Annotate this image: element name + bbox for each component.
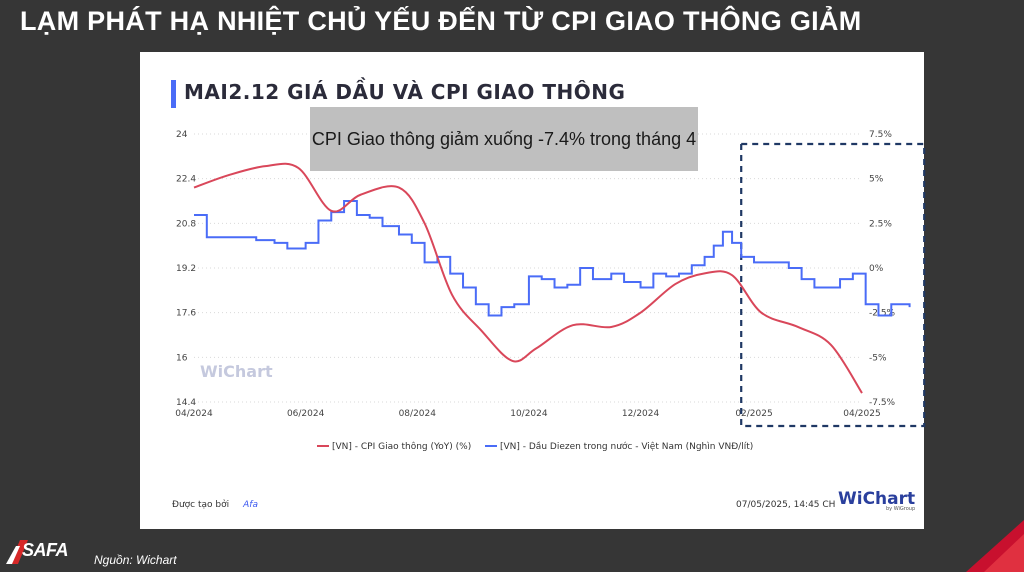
wichart-watermark: WiChart <box>200 362 273 381</box>
y-right-tick-label: -2.5% <box>869 309 896 319</box>
source-note: Nguồn: Wichart <box>94 553 177 567</box>
wichart-logo-sub: by WiGroup <box>885 506 916 512</box>
created-by-brand[interactable]: Afa <box>243 500 258 510</box>
y-left-tick-label: 17.6 <box>176 309 196 319</box>
y-right-tick-label: 0% <box>869 264 884 274</box>
y-left-tick-label: 14.4 <box>176 398 196 408</box>
x-tick-label: 04/2024 <box>175 409 213 419</box>
y-left-tick-label: 20.8 <box>176 219 196 229</box>
chart-title-bar <box>171 80 176 108</box>
legend-label-diesel: [VN] - Dầu Diezen trong nước - Việt Nam … <box>500 441 753 452</box>
legend-label-cpi: [VN] - CPI Giao thông (YoY) (%) <box>332 441 471 452</box>
wichart-logo: WiChart by WiGroup <box>838 489 915 512</box>
created-by-label: Được tạo bởi <box>172 500 230 510</box>
legend: [VN] - CPI Giao thông (YoY) (%) [VN] - D… <box>317 441 753 452</box>
x-tick-label: 04/2025 <box>843 409 880 419</box>
slide-title: LẠM PHÁT HẠ NHIỆT CHỦ YẾU ĐẾN TỪ CPI GIA… <box>20 6 862 36</box>
wichart-logo-text: WiChart <box>838 489 916 509</box>
x-tick-label: 10/2024 <box>510 409 548 419</box>
y-left-tick-label: 24 <box>176 130 188 140</box>
x-axis-ticks: 04/2024 06/2024 08/2024 10/2024 12/2024 02/20… <box>175 409 880 419</box>
chart-grid <box>194 133 862 403</box>
x-tick-label: 06/2024 <box>287 409 325 419</box>
safa-logo-icon <box>6 540 28 564</box>
annotation-box: CPI Giao thông giảm xuống -7.4% trong th… <box>310 107 698 171</box>
y-left-tick-label: 22.4 <box>176 175 196 185</box>
y-right-tick-label: -5% <box>869 353 887 363</box>
highlight-box <box>740 142 926 428</box>
y-left-tick-label: 16 <box>176 353 188 363</box>
x-tick-label: 12/2024 <box>622 409 660 419</box>
series-line-diesel <box>194 200 911 317</box>
corner-decoration <box>966 520 1024 572</box>
safa-logo-text: SAFA <box>22 540 69 560</box>
created-by: Được tạo bởi Afa <box>172 500 258 510</box>
y-right-tick-label: -7.5% <box>869 398 896 408</box>
series-line-cpi <box>193 162 863 394</box>
y-right-tick-label: 2.5% <box>869 219 892 229</box>
y-right-tick-label: 5% <box>869 175 884 185</box>
y-left-tick-label: 19.2 <box>176 264 196 274</box>
x-tick-label: 08/2024 <box>399 409 437 419</box>
chart-title: MAI2.12 GIÁ DẦU VÀ CPI GIAO THÔNG <box>184 80 626 104</box>
right-axis-ticks: -7.5% -5% -2.5% 0% 2.5% 5% 7.5% <box>869 130 896 408</box>
x-tick-label: 02/2025 <box>735 409 772 419</box>
left-axis-ticks: 14.4 16 17.6 19.2 20.8 22.4 24 <box>176 130 196 408</box>
y-right-tick-label: 7.5% <box>869 130 892 140</box>
timestamp: 07/05/2025, 14:45 CH <box>736 500 836 510</box>
